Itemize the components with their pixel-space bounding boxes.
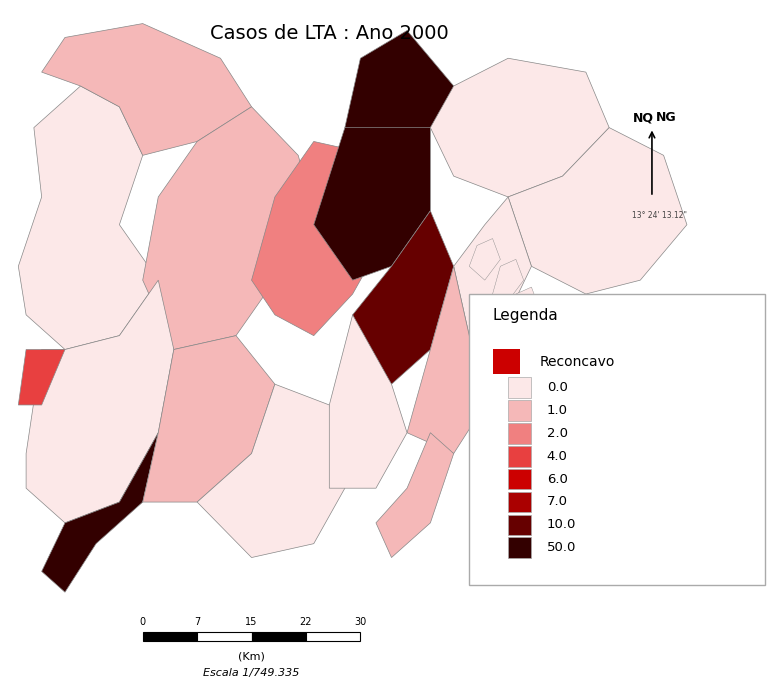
Bar (143, 633, 197, 641)
Text: 13° 24' 13.12": 13° 24' 13.12" (632, 211, 687, 219)
Polygon shape (345, 31, 453, 155)
Polygon shape (453, 197, 532, 336)
Polygon shape (407, 266, 485, 454)
Bar (508, 538, 531, 558)
Polygon shape (508, 287, 539, 329)
Polygon shape (26, 280, 174, 523)
Bar (251, 633, 306, 641)
Bar (508, 423, 531, 444)
Text: 4.0: 4.0 (547, 449, 568, 463)
Text: NQ: NQ (633, 111, 654, 124)
Bar (493, 350, 520, 374)
Polygon shape (41, 433, 158, 592)
Text: 15: 15 (245, 617, 258, 627)
Text: 7: 7 (194, 617, 200, 627)
Text: 22: 22 (300, 617, 312, 627)
Polygon shape (143, 336, 275, 502)
Bar (306, 633, 360, 641)
Text: (Km): (Km) (238, 651, 265, 661)
Bar (197, 633, 251, 641)
Text: 0.0: 0.0 (547, 381, 568, 394)
Bar (508, 400, 531, 421)
Text: 1.0: 1.0 (547, 404, 568, 417)
Text: Escala 1/749.335: Escala 1/749.335 (204, 668, 300, 679)
Polygon shape (431, 58, 609, 197)
Polygon shape (314, 86, 431, 280)
Text: 30: 30 (354, 617, 366, 627)
Bar (469, 294, 765, 585)
Bar (508, 514, 531, 535)
Polygon shape (376, 433, 453, 558)
Text: 2.0: 2.0 (547, 427, 568, 440)
Text: 7.0: 7.0 (547, 496, 568, 508)
Text: 50.0: 50.0 (547, 541, 576, 554)
Text: Reconcavo: Reconcavo (539, 354, 615, 368)
Text: NG: NG (656, 111, 677, 124)
Text: 6.0: 6.0 (547, 473, 568, 486)
Text: 10.0: 10.0 (547, 519, 576, 531)
Bar (508, 377, 531, 398)
Bar (508, 469, 531, 489)
Polygon shape (18, 86, 158, 350)
Polygon shape (197, 384, 352, 558)
Polygon shape (508, 128, 687, 294)
Polygon shape (330, 315, 407, 488)
Bar (508, 446, 531, 466)
Polygon shape (18, 350, 65, 405)
Polygon shape (251, 141, 392, 336)
Polygon shape (143, 107, 314, 350)
Text: Legenda: Legenda (493, 308, 558, 323)
Polygon shape (41, 24, 251, 155)
Bar (508, 491, 531, 512)
Text: Casos de LTA : Ano 2000: Casos de LTA : Ano 2000 (210, 24, 449, 43)
Polygon shape (493, 259, 524, 301)
Polygon shape (352, 211, 453, 384)
Text: 0: 0 (139, 617, 146, 627)
Polygon shape (469, 238, 500, 280)
